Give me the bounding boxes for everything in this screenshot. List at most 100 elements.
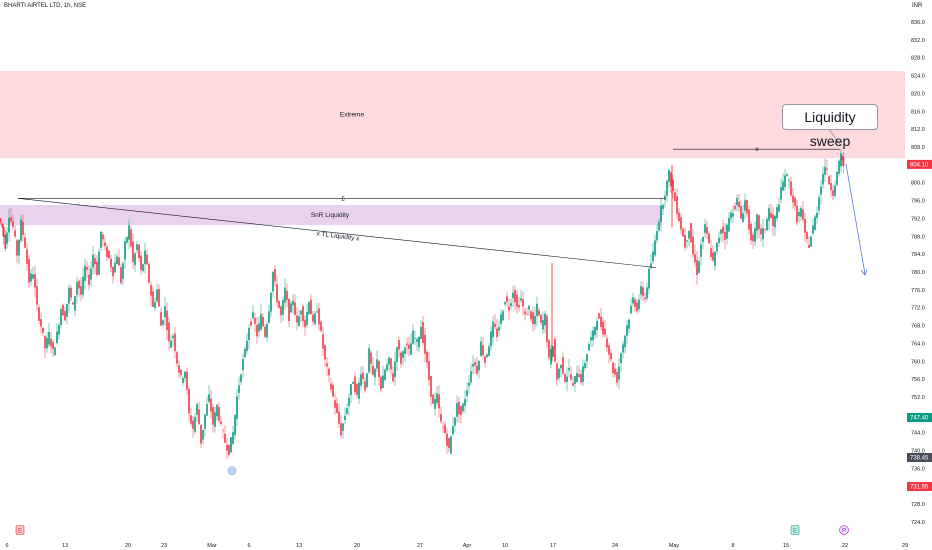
- event-marker-label: E: [793, 529, 797, 535]
- candle-body: [742, 213, 744, 223]
- candle-body: [182, 377, 184, 383]
- candle-body: [24, 237, 26, 248]
- time-tick-label: 15: [783, 543, 789, 549]
- price-axis[interactable]: 836.0 832.0 828.0 824.0 820.0 816.0 812.0 808.0…: [911, 20, 925, 526]
- candle-body: [286, 290, 288, 300]
- candle-body: [488, 346, 490, 356]
- candle-body: [822, 173, 824, 185]
- candle-body: [314, 313, 316, 325]
- candle-body: [656, 231, 658, 241]
- time-axis[interactable]: 6 13 20 23 Mar 6 13 20 27 Apr 10 17 24 May 8 15 22 29: [5, 543, 908, 549]
- candle-body: [244, 348, 246, 358]
- candle-body: [104, 242, 106, 247]
- candle-body: [62, 305, 64, 316]
- candle-body: [530, 311, 532, 320]
- candle-body: [622, 344, 624, 353]
- candle-body: [578, 374, 580, 378]
- price-tick-label: 800.0: [911, 181, 925, 187]
- event-marker: [15, 525, 25, 535]
- candle-body: [164, 306, 166, 318]
- candle-body: [444, 424, 446, 434]
- candle-body: [758, 215, 760, 230]
- candle-body: [440, 414, 442, 422]
- candle-body: [238, 385, 240, 393]
- candle-body: [8, 217, 10, 233]
- candle-body: [174, 333, 176, 352]
- time-tick-label: 22: [842, 543, 848, 549]
- candle-body: [308, 302, 310, 315]
- candle-body: [634, 299, 636, 307]
- candle-body: [690, 223, 692, 243]
- candle-body: [542, 320, 544, 330]
- time-tick-label: May: [669, 543, 680, 549]
- candle-body: [566, 376, 568, 382]
- candle-body: [272, 271, 274, 292]
- candle-body: [148, 264, 150, 283]
- candle-body: [842, 157, 845, 166]
- candle-body: [378, 361, 380, 378]
- candle-body: [372, 365, 374, 375]
- candle-body: [806, 232, 808, 239]
- candle-body: [516, 294, 518, 307]
- candle-body: [280, 306, 282, 316]
- price-tag-box: [907, 159, 932, 169]
- candle-body: [792, 195, 794, 203]
- time-tick-label: 6: [5, 543, 8, 549]
- candle-body: [586, 354, 588, 362]
- candle-body: [724, 232, 726, 241]
- candle-body: [594, 326, 596, 336]
- candle-body: [734, 205, 736, 210]
- price-tick-label: 808.0: [911, 145, 925, 151]
- candle-body: [810, 236, 812, 247]
- candle-body: [154, 301, 156, 309]
- candle-body: [256, 325, 258, 337]
- candle-body: [198, 409, 200, 425]
- candle-body: [330, 383, 332, 390]
- candlestick-series: [0, 148, 845, 459]
- candle-body: [306, 312, 308, 326]
- candle-body: [770, 213, 772, 219]
- candle-body: [518, 305, 520, 308]
- candle-body: [136, 244, 138, 251]
- candle-body: [514, 289, 516, 303]
- candle-body: [486, 354, 488, 358]
- candle-body: [412, 330, 414, 344]
- time-tick-label: Mar: [207, 543, 217, 549]
- candle-body: [494, 323, 496, 328]
- time-tick-label: 13: [62, 543, 68, 549]
- candle-body: [428, 361, 430, 380]
- swing-low-marker: [227, 466, 237, 475]
- candle-body: [820, 186, 822, 195]
- candle-body: [712, 252, 714, 261]
- candle-body: [692, 236, 694, 255]
- candle-body: [72, 302, 74, 305]
- candle-body: [406, 343, 408, 346]
- price-tick-label: 796.0: [911, 199, 925, 205]
- candle-body: [774, 215, 776, 228]
- candle-body: [180, 369, 182, 376]
- candle-body: [432, 394, 434, 404]
- price-tick-label: 792.0: [911, 216, 925, 222]
- price-tick-label: 744.0: [911, 431, 925, 437]
- candle-body: [766, 219, 768, 231]
- candle-body: [528, 305, 530, 310]
- candle-body: [204, 414, 206, 429]
- candle-body: [474, 362, 476, 366]
- candle-body: [638, 299, 640, 310]
- candle-body: [150, 284, 152, 296]
- candle-body: [400, 352, 402, 364]
- candle-body: [508, 306, 510, 311]
- candle-body: [780, 187, 782, 200]
- candle-body: [702, 237, 704, 242]
- candle-body: [142, 264, 144, 272]
- candle-body: [396, 347, 398, 362]
- candle-body: [612, 362, 614, 373]
- candle-body: [394, 361, 396, 378]
- candle-body: [246, 340, 248, 351]
- candle-body: [620, 353, 622, 364]
- candle-body: [342, 423, 344, 431]
- candle-body: [138, 244, 140, 259]
- candle-body: [302, 306, 304, 322]
